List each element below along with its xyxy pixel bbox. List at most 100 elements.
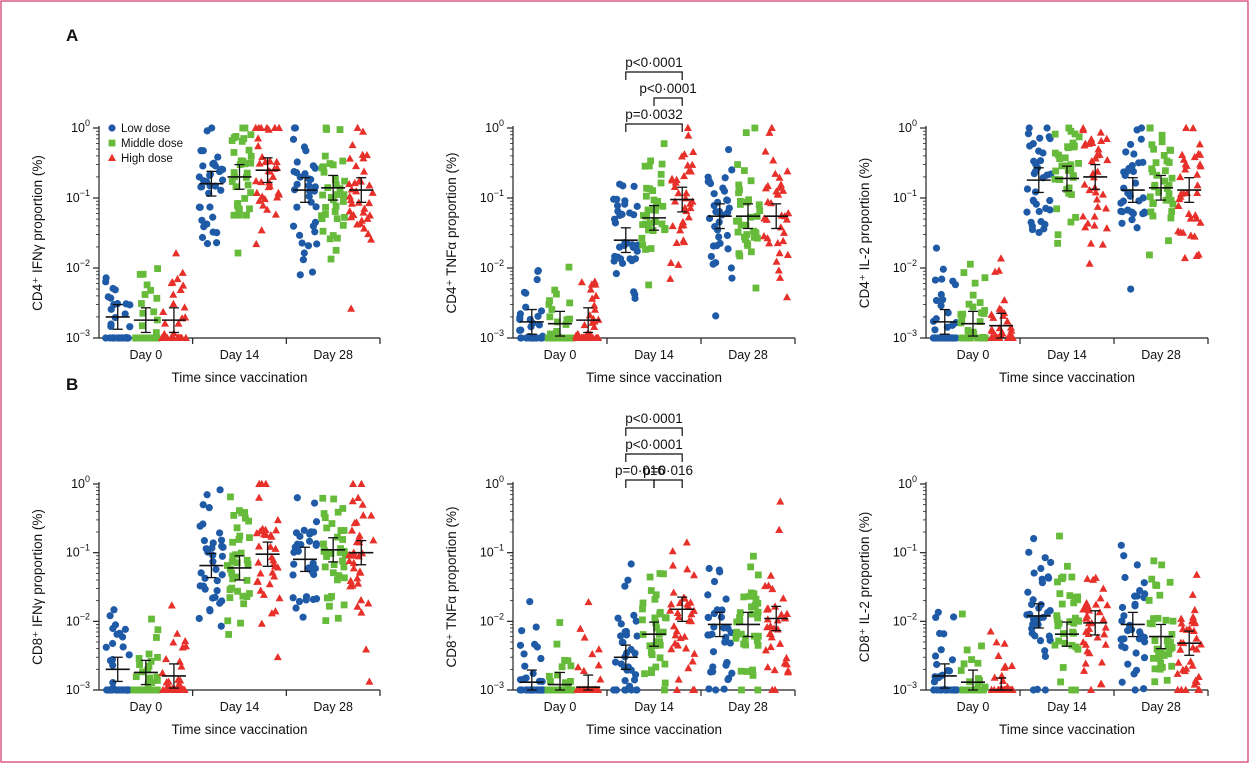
point-high-dose xyxy=(1007,661,1016,669)
point-high-dose xyxy=(1089,575,1098,583)
point-middle-dose xyxy=(332,202,340,210)
point-low-dose xyxy=(1119,197,1128,205)
point-high-dose xyxy=(345,550,354,558)
point-low-dose xyxy=(119,686,127,694)
point-low-dose xyxy=(518,627,526,635)
point-high-dose xyxy=(358,500,367,508)
point-middle-dose xyxy=(742,129,750,137)
point-middle-dose xyxy=(752,284,760,292)
point-low-dose xyxy=(305,537,314,545)
point-middle-dose xyxy=(1051,175,1059,183)
point-middle-dose xyxy=(754,571,762,579)
point-middle-dose xyxy=(1064,144,1072,152)
point-high-dose xyxy=(672,685,681,693)
point-low-dose xyxy=(619,182,627,190)
y-axis-title: CD8⁺ IL-2 proportion (%) xyxy=(857,512,872,662)
point-high-dose xyxy=(766,629,775,638)
point-high-dose xyxy=(350,518,359,527)
point-low-dose xyxy=(1038,575,1046,583)
point-middle-dose xyxy=(755,201,763,209)
point-middle-dose xyxy=(749,672,757,679)
point-high-dose xyxy=(586,285,595,293)
point-middle-dose xyxy=(337,527,345,534)
point-low-dose xyxy=(1023,208,1031,216)
point-middle-dose xyxy=(562,679,569,687)
point-middle-dose xyxy=(327,255,335,263)
point-low-dose xyxy=(1032,161,1040,169)
point-low-dose xyxy=(722,595,730,603)
x-tick-label: Day 14 xyxy=(220,700,260,714)
point-low-dose xyxy=(532,623,540,631)
point-high-dose xyxy=(779,236,788,245)
point-middle-dose xyxy=(1052,167,1060,175)
point-high-dose xyxy=(1097,136,1106,145)
point-middle-dose xyxy=(641,162,649,170)
point-low-dose xyxy=(1040,225,1048,233)
point-low-dose xyxy=(624,576,632,584)
point-middle-dose xyxy=(1157,659,1165,667)
point-high-dose xyxy=(672,238,681,246)
point-middle-dose xyxy=(233,524,241,532)
point-high-dose xyxy=(782,215,791,223)
point-low-dose xyxy=(121,310,129,318)
point-high-dose xyxy=(354,579,363,587)
point-middle-dose xyxy=(1070,619,1078,627)
point-middle-dose xyxy=(650,196,658,204)
point-high-dose xyxy=(271,210,280,218)
point-low-dose xyxy=(209,228,217,236)
point-middle-dose xyxy=(1151,637,1159,645)
point-high-dose xyxy=(364,599,373,607)
point-high-dose xyxy=(776,273,785,281)
point-high-dose xyxy=(671,197,680,205)
point-low-dose xyxy=(1140,633,1148,641)
point-high-dose xyxy=(670,622,679,630)
point-middle-dose xyxy=(733,618,741,626)
point-middle-dose xyxy=(152,329,160,336)
point-low-dose xyxy=(107,322,115,331)
point-middle-dose xyxy=(239,157,247,165)
point-middle-dose xyxy=(754,632,762,640)
point-high-dose xyxy=(1102,134,1111,142)
point-high-dose xyxy=(1193,188,1202,197)
point-high-dose xyxy=(680,237,689,246)
point-low-dose xyxy=(297,540,305,549)
point-low-dose xyxy=(309,559,317,567)
point-high-dose xyxy=(1178,150,1187,158)
point-low-dose xyxy=(124,334,132,342)
point-middle-dose xyxy=(230,511,238,519)
point-low-dose xyxy=(208,544,216,552)
point-middle-dose xyxy=(976,318,984,325)
point-middle-dose xyxy=(1067,218,1075,226)
point-low-dose xyxy=(934,674,943,682)
point-high-dose xyxy=(1000,296,1009,304)
point-middle-dose xyxy=(243,556,251,564)
point-middle-dose xyxy=(334,614,342,622)
point-middle-dose xyxy=(1151,183,1158,191)
point-low-dose xyxy=(1117,635,1125,644)
point-high-dose xyxy=(254,558,263,566)
point-high-dose xyxy=(682,189,691,197)
point-high-dose xyxy=(349,551,358,559)
point-high-dose xyxy=(760,214,769,222)
point-high-dose xyxy=(584,597,593,606)
point-middle-dose xyxy=(226,586,234,594)
point-middle-dose xyxy=(245,146,253,154)
point-high-dose xyxy=(579,666,588,674)
point-high-dose xyxy=(580,633,589,641)
point-low-dose xyxy=(618,210,626,218)
point-high-dose xyxy=(1178,665,1187,673)
point-middle-dose xyxy=(325,602,333,610)
point-middle-dose xyxy=(647,649,655,656)
point-high-dose xyxy=(178,268,187,276)
point-low-dose xyxy=(1140,208,1149,216)
point-low-dose xyxy=(622,627,630,636)
point-middle-dose xyxy=(976,299,984,306)
point-high-dose xyxy=(596,675,605,683)
point-low-dose xyxy=(102,643,110,651)
point-high-dose xyxy=(676,633,685,642)
point-middle-dose xyxy=(754,608,762,616)
point-high-dose xyxy=(1196,218,1205,226)
point-high-dose xyxy=(670,182,679,191)
legend-label: Low dose xyxy=(121,123,170,135)
